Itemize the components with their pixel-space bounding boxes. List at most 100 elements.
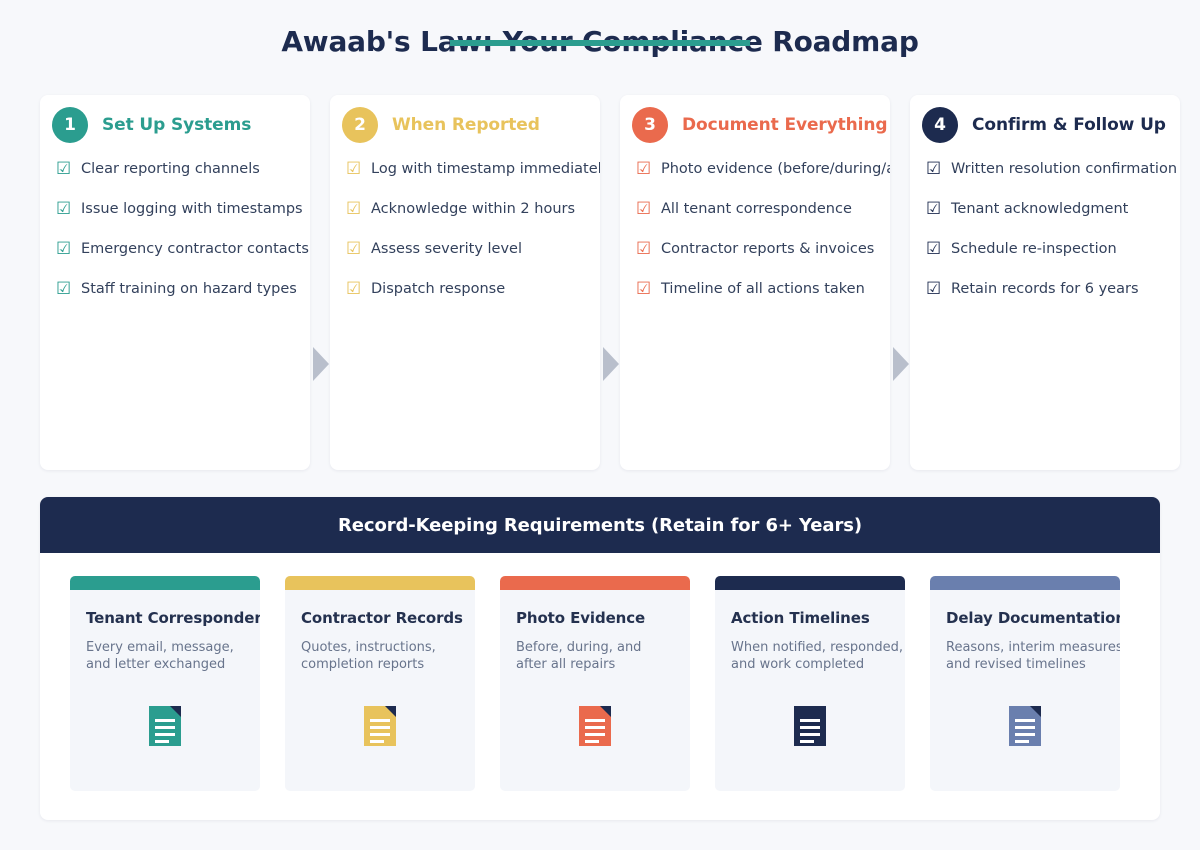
document-icon-line bbox=[1015, 733, 1035, 736]
checked-box-icon: ☑ bbox=[56, 239, 72, 259]
step-card-4[interactable]: 4 Confirm & Follow Up ☑ Written resoluti… bbox=[910, 95, 1180, 470]
checked-box-icon: ☑ bbox=[926, 239, 942, 259]
record-card-title: Photo Evidence bbox=[516, 609, 646, 627]
record-card-accent-bar bbox=[500, 576, 690, 590]
checklist-item[interactable]: ☑ Emergency contractor contacts bbox=[56, 239, 310, 279]
record-card-description: When notified, responded, and work compl… bbox=[731, 640, 903, 672]
checked-box-icon: ☑ bbox=[346, 279, 362, 299]
step-title-4: Confirm & Follow Up bbox=[972, 115, 1166, 135]
document-icon-line bbox=[585, 740, 599, 743]
checklist-item[interactable]: ☑ Contractor reports & invoices bbox=[636, 239, 890, 279]
checklist-item[interactable]: ☑ Retain records for 6 years bbox=[926, 279, 1180, 319]
document-icon bbox=[149, 706, 181, 746]
step-card-2[interactable]: 2 When Reported ☑ Log with timestamp imm… bbox=[330, 95, 600, 470]
arrow-right-icon bbox=[313, 347, 329, 381]
checklist-item-label: Emergency contractor contacts bbox=[81, 241, 309, 257]
checklist-item-label: Acknowledge within 2 hours bbox=[371, 201, 576, 217]
document-icon-line bbox=[155, 726, 175, 729]
record-card-delay-documentation[interactable]: Delay Documentation Reasons, interim mea… bbox=[930, 576, 1120, 791]
document-icon-lines bbox=[800, 719, 820, 747]
checklist-item-label: Dispatch response bbox=[371, 281, 506, 297]
checklist-item[interactable]: ☑ Staff training on hazard types bbox=[56, 279, 310, 319]
record-card-description: Reasons, interim measures, and revised t… bbox=[946, 640, 1120, 672]
document-icon-line bbox=[370, 733, 390, 736]
document-icon-fold bbox=[1030, 706, 1041, 717]
step-card-1[interactable]: 1 Set Up Systems ☑ Clear reporting chann… bbox=[40, 95, 310, 470]
step-header-4: 4 Confirm & Follow Up bbox=[922, 107, 1166, 143]
record-card-contractor-records[interactable]: Contractor Records Quotes, instructions,… bbox=[285, 576, 475, 791]
checklist-item[interactable]: ☑ Written resolution confirmation bbox=[926, 159, 1180, 199]
document-icon-line bbox=[800, 726, 820, 729]
record-cards-row: Tenant Correspondence Every email, messa… bbox=[70, 576, 1130, 791]
checklist-item-label: Timeline of all actions taken bbox=[661, 281, 865, 297]
checklist-item[interactable]: ☑ Photo evidence (before/during/after) bbox=[636, 159, 890, 199]
step-number-badge-1: 1 bbox=[52, 107, 88, 143]
checked-box-icon: ☑ bbox=[346, 199, 362, 219]
checklist-item[interactable]: ☑ Assess severity level bbox=[346, 239, 600, 279]
checked-box-icon: ☑ bbox=[346, 159, 362, 179]
checklist-item-label: Log with timestamp immediately bbox=[371, 161, 600, 177]
document-icon-line bbox=[585, 733, 605, 736]
document-icon-lines bbox=[370, 719, 390, 747]
document-icon-line bbox=[155, 733, 175, 736]
document-icon-line bbox=[1015, 726, 1035, 729]
step-number-badge-4: 4 bbox=[922, 107, 958, 143]
step-header-1: 1 Set Up Systems bbox=[52, 107, 251, 143]
record-card-action-timelines[interactable]: Action Timelines When notified, responde… bbox=[715, 576, 905, 791]
checked-box-icon: ☑ bbox=[56, 199, 72, 219]
step-card-3[interactable]: 3 Document Everything ☑ Photo evidence (… bbox=[620, 95, 890, 470]
checklist-item-label: Contractor reports & invoices bbox=[661, 241, 875, 257]
step-title-2: When Reported bbox=[392, 115, 540, 135]
step-number-badge-3: 3 bbox=[632, 107, 668, 143]
checklist-item[interactable]: ☑ Timeline of all actions taken bbox=[636, 279, 890, 319]
checked-box-icon: ☑ bbox=[926, 159, 942, 179]
checklist-item[interactable]: ☑ Dispatch response bbox=[346, 279, 600, 319]
checked-box-icon: ☑ bbox=[56, 159, 72, 179]
record-card-accent-bar bbox=[715, 576, 905, 590]
step-header-3: 3 Document Everything bbox=[632, 107, 888, 143]
checked-box-icon: ☑ bbox=[636, 279, 652, 299]
checklist-item[interactable]: ☑ Tenant acknowledgment bbox=[926, 199, 1180, 239]
record-card-photo-evidence[interactable]: Photo Evidence Before, during, and after… bbox=[500, 576, 690, 791]
checklist-item[interactable]: ☑ Log with timestamp immediately bbox=[346, 159, 600, 199]
document-icon bbox=[794, 706, 826, 746]
checklist-item-label: Schedule re-inspection bbox=[951, 241, 1117, 257]
checklist-item[interactable]: ☑ Clear reporting channels bbox=[56, 159, 310, 199]
checklist-item[interactable]: ☑ Acknowledge within 2 hours bbox=[346, 199, 600, 239]
step-header-2: 2 When Reported bbox=[342, 107, 540, 143]
document-icon bbox=[579, 706, 611, 746]
checked-box-icon: ☑ bbox=[926, 279, 942, 299]
checklist-item[interactable]: ☑ Issue logging with timestamps bbox=[56, 199, 310, 239]
document-icon-fold bbox=[600, 706, 611, 717]
checklist-item-label: Photo evidence (before/during/after) bbox=[661, 161, 890, 177]
record-card-description: Quotes, instructions, completion reports bbox=[301, 640, 436, 672]
step-checklist-4: ☑ Written resolution confirmation ☑ Tena… bbox=[926, 159, 1180, 319]
checked-box-icon: ☑ bbox=[346, 239, 362, 259]
record-card-tenant-correspondence[interactable]: Tenant Correspondence Every email, messa… bbox=[70, 576, 260, 791]
step-title-3: Document Everything bbox=[682, 115, 888, 135]
document-icon-line bbox=[585, 719, 605, 722]
document-icon-fold bbox=[385, 706, 396, 717]
document-icon-line bbox=[370, 719, 390, 722]
checked-box-icon: ☑ bbox=[926, 199, 942, 219]
title-underline bbox=[450, 40, 750, 46]
document-icon-fold bbox=[815, 706, 826, 717]
document-icon-line bbox=[370, 740, 384, 743]
step-title-1: Set Up Systems bbox=[102, 115, 252, 135]
record-card-title: Delay Documentation bbox=[946, 609, 1120, 627]
checklist-item-label: Staff training on hazard types bbox=[81, 281, 297, 297]
document-icon-lines bbox=[155, 719, 175, 747]
checked-box-icon: ☑ bbox=[636, 239, 652, 259]
document-icon-line bbox=[800, 740, 814, 743]
step-checklist-2: ☑ Log with timestamp immediately ☑ Ackno… bbox=[346, 159, 600, 319]
document-icon-lines bbox=[1015, 719, 1035, 747]
document-icon-fold bbox=[170, 706, 181, 717]
record-card-accent-bar bbox=[930, 576, 1120, 590]
checklist-item[interactable]: ☑ Schedule re-inspection bbox=[926, 239, 1180, 279]
checklist-item[interactable]: ☑ All tenant correspondence bbox=[636, 199, 890, 239]
record-keeping-title: Record-Keeping Requirements (Retain for … bbox=[338, 514, 862, 536]
checked-box-icon: ☑ bbox=[636, 159, 652, 179]
record-card-title: Tenant Correspondence bbox=[86, 609, 260, 627]
checklist-item-label: Assess severity level bbox=[371, 241, 522, 257]
document-icon-line bbox=[155, 740, 169, 743]
